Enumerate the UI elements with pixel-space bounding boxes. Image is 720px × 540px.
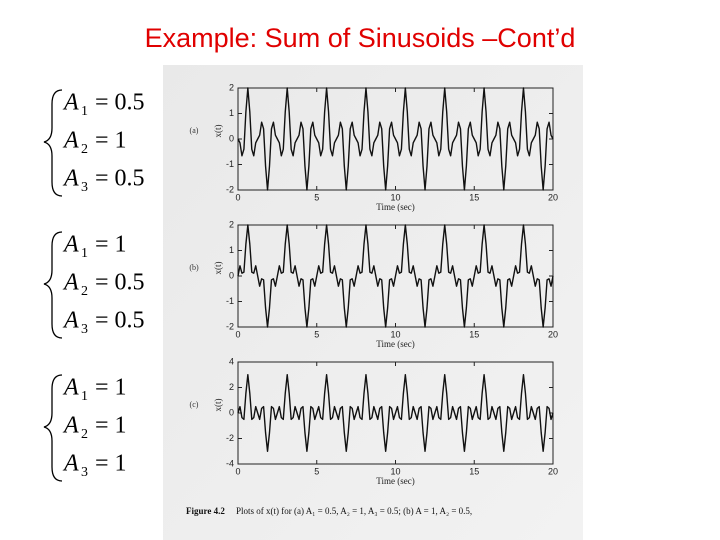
y-axis-label: x(t)	[213, 125, 223, 138]
y-tick-label: -2	[226, 433, 234, 443]
eq-rhs: = 0.5	[95, 308, 145, 334]
panel-label: (b)	[189, 263, 199, 272]
eq-var: A	[62, 232, 79, 258]
eq-var: A	[62, 90, 79, 116]
eq-sub: 1	[81, 246, 88, 261]
eq-sub: 3	[81, 465, 88, 480]
panel-label: (c)	[190, 400, 199, 409]
eq-sub: 1	[81, 389, 88, 404]
x-tick-label: 20	[548, 329, 558, 339]
y-axis-label: x(t)	[213, 262, 223, 275]
x-tick-label: 10	[390, 329, 400, 339]
eq-var: A	[62, 270, 79, 296]
y-tick-label: 1	[229, 108, 234, 118]
y-tick-label: 2	[229, 382, 234, 392]
y-tick-label: 0	[229, 133, 234, 143]
eq-var: A	[62, 128, 79, 154]
x-tick-label: 0	[235, 329, 240, 339]
eq-var: A	[62, 451, 79, 477]
x-tick-label: 15	[469, 466, 479, 476]
eq-sub: 3	[81, 322, 88, 337]
signal-line	[237, 87, 554, 191]
eq-rhs: = 0.5	[95, 270, 145, 296]
eq-var: A	[62, 308, 79, 334]
y-tick-label: -2	[226, 321, 234, 331]
eq-rhs: = 1	[95, 232, 127, 258]
y-tick-label: -2	[226, 184, 234, 194]
panel-label: (a)	[190, 126, 199, 135]
brace	[43, 374, 63, 482]
slide-title: Example: Sum of Sinusoids –Cont’d	[145, 23, 576, 53]
y-tick-label: -1	[226, 296, 234, 306]
y-tick-label: 0	[229, 270, 234, 280]
brace	[43, 89, 63, 197]
x-tick-label: 0	[235, 192, 240, 202]
caption: Plots of x(t) for (a) A₁ = 0.5, A₂ = 1, …	[236, 506, 472, 516]
eq-rhs: = 0.5	[95, 166, 145, 192]
x-tick-label: 10	[390, 192, 400, 202]
eq-sub: 2	[81, 284, 88, 299]
x-tick-label: 0	[235, 466, 240, 476]
eq-var: A	[62, 413, 79, 439]
x-tick-label: 20	[548, 466, 558, 476]
x-tick-label: 10	[390, 466, 400, 476]
x-tick-label: 15	[469, 329, 479, 339]
signal-line	[237, 374, 554, 452]
x-tick-label: 20	[548, 192, 558, 202]
eq-sub: 1	[81, 104, 88, 119]
x-axis-label: Time (sec)	[376, 476, 414, 486]
eq-sub: 3	[81, 180, 88, 195]
y-tick-label: 2	[229, 82, 234, 92]
caption-label: Figure 4.2	[186, 506, 225, 516]
y-tick-label: 2	[229, 219, 234, 229]
signal-line	[237, 224, 554, 328]
equations: A 1 = 0.5A 2 = 1A 3 = 0.5A 1 = 1A 2 = 0.5A 3 = 0.5A 1…	[62, 90, 145, 481]
x-tick-label: 5	[314, 192, 319, 202]
x-tick-label: 5	[314, 329, 319, 339]
eq-rhs: = 1	[95, 451, 127, 477]
y-tick-label: -1	[226, 159, 234, 169]
eq-var: A	[62, 375, 79, 401]
eq-sub: 2	[81, 427, 88, 442]
x-axis-label: Time (sec)	[376, 339, 414, 349]
x-tick-label: 5	[314, 466, 319, 476]
eq-rhs: = 1	[95, 375, 127, 401]
x-axis-label: Time (sec)	[376, 202, 414, 212]
y-tick-label: -4	[226, 458, 234, 468]
eq-rhs: = 1	[95, 413, 127, 439]
x-tick-label: 15	[469, 192, 479, 202]
eq-rhs: = 1	[95, 128, 127, 154]
y-tick-label: 4	[229, 356, 234, 366]
y-tick-label: 1	[229, 245, 234, 255]
brace	[43, 231, 63, 339]
eq-rhs: = 0.5	[95, 90, 145, 116]
eq-var: A	[62, 166, 79, 192]
eq-sub: 2	[81, 142, 88, 157]
y-axis-label: x(t)	[213, 399, 223, 412]
y-tick-label: 0	[229, 407, 234, 417]
